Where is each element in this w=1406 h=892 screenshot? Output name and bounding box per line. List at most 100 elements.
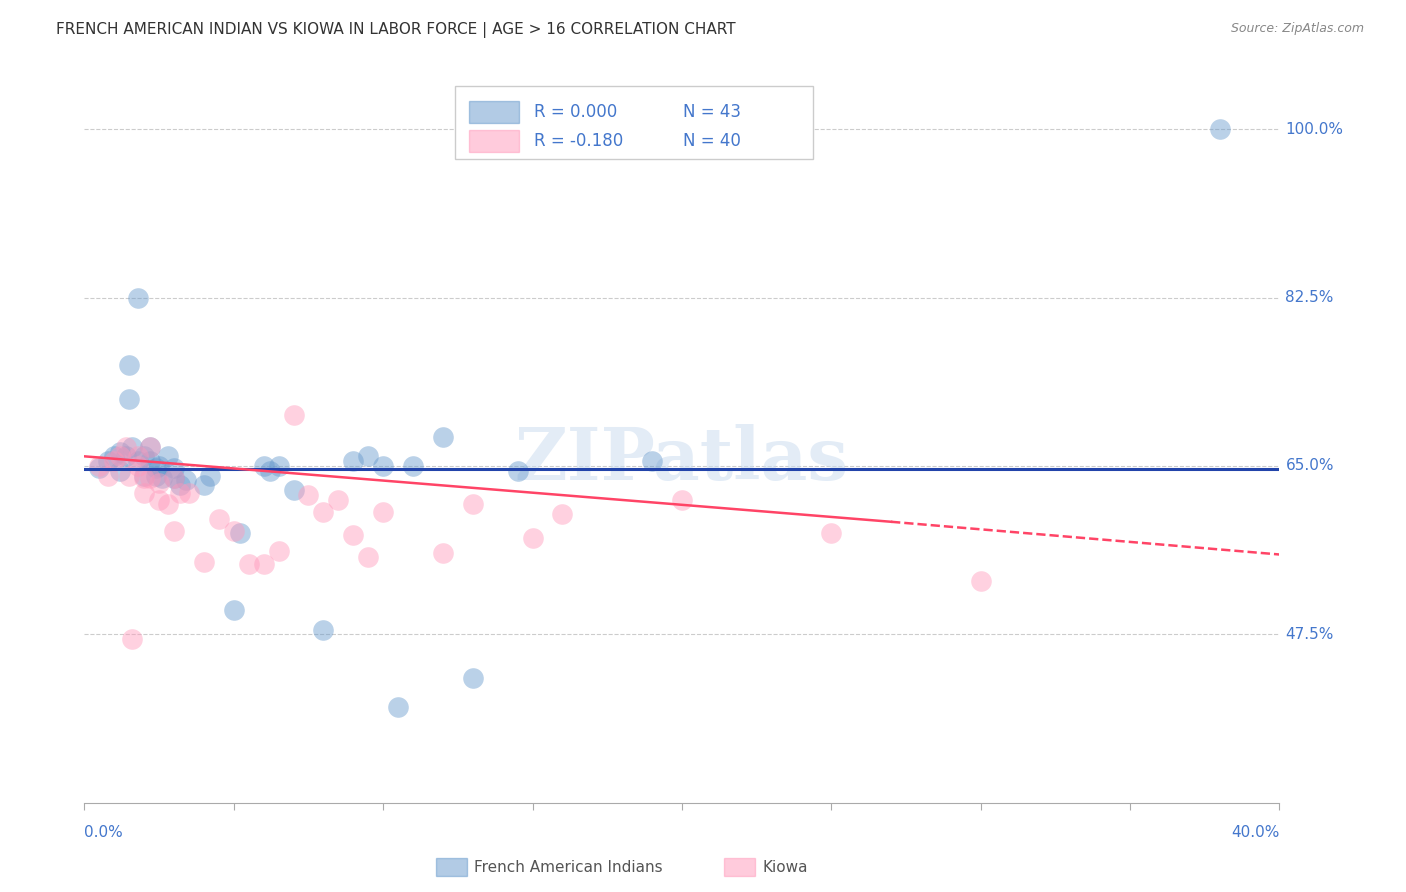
Point bbox=[139, 454, 162, 468]
Point bbox=[163, 524, 186, 539]
Point bbox=[97, 454, 120, 468]
Text: 40.0%: 40.0% bbox=[1232, 825, 1279, 840]
Point bbox=[127, 454, 149, 468]
Point bbox=[371, 505, 394, 519]
Point bbox=[357, 550, 380, 565]
Text: French American Indians: French American Indians bbox=[474, 860, 662, 874]
Point bbox=[177, 486, 200, 500]
Text: 65.0%: 65.0% bbox=[1285, 458, 1334, 474]
Text: 82.5%: 82.5% bbox=[1285, 290, 1334, 305]
Point bbox=[148, 476, 170, 491]
Point bbox=[110, 450, 132, 464]
Text: R = -0.180: R = -0.180 bbox=[534, 132, 623, 150]
Point bbox=[139, 470, 162, 484]
Point bbox=[121, 440, 143, 454]
Point bbox=[157, 498, 180, 512]
Point bbox=[970, 574, 993, 589]
Point bbox=[127, 291, 149, 305]
Point bbox=[328, 492, 350, 507]
Point bbox=[387, 699, 409, 714]
Point bbox=[671, 492, 693, 507]
Point bbox=[150, 470, 173, 484]
Point bbox=[103, 454, 125, 468]
Point bbox=[432, 545, 454, 559]
Point bbox=[110, 444, 132, 458]
Point bbox=[169, 486, 191, 500]
Point bbox=[238, 557, 260, 571]
Point bbox=[461, 671, 484, 685]
Text: 47.5%: 47.5% bbox=[1285, 627, 1334, 642]
Point bbox=[222, 524, 245, 539]
Text: R = 0.000: R = 0.000 bbox=[534, 103, 617, 120]
Text: Kiowa: Kiowa bbox=[762, 860, 807, 874]
Text: ZIPatlas: ZIPatlas bbox=[515, 424, 849, 494]
Point bbox=[145, 468, 167, 483]
Point bbox=[432, 430, 454, 444]
Point bbox=[157, 450, 180, 464]
FancyBboxPatch shape bbox=[456, 86, 813, 159]
Point bbox=[174, 474, 197, 488]
Point bbox=[641, 454, 664, 468]
Point bbox=[522, 531, 544, 545]
Point bbox=[148, 458, 170, 473]
Text: Source: ZipAtlas.com: Source: ZipAtlas.com bbox=[1230, 22, 1364, 36]
Point bbox=[193, 555, 215, 569]
Text: N = 40: N = 40 bbox=[683, 132, 741, 150]
Point bbox=[820, 526, 842, 541]
Point bbox=[139, 440, 162, 454]
Point bbox=[1208, 122, 1232, 136]
Text: 0.0%: 0.0% bbox=[84, 825, 124, 840]
Point bbox=[148, 492, 170, 507]
Point bbox=[127, 458, 149, 473]
Point bbox=[132, 468, 156, 483]
Point bbox=[118, 468, 141, 483]
Point bbox=[132, 486, 156, 500]
Point bbox=[312, 505, 335, 519]
Point bbox=[118, 392, 141, 406]
Point bbox=[283, 483, 305, 497]
Point bbox=[115, 440, 138, 454]
FancyBboxPatch shape bbox=[470, 101, 519, 122]
Point bbox=[267, 458, 290, 473]
Point bbox=[115, 450, 138, 464]
Point bbox=[551, 507, 574, 521]
Point bbox=[139, 440, 162, 454]
Point bbox=[89, 461, 111, 475]
Point bbox=[198, 468, 221, 483]
Point bbox=[267, 543, 290, 558]
Point bbox=[163, 470, 186, 484]
Point bbox=[118, 358, 141, 372]
Point bbox=[506, 464, 529, 478]
Point bbox=[222, 603, 245, 617]
Point bbox=[208, 512, 231, 526]
Text: N = 43: N = 43 bbox=[683, 103, 741, 120]
Point bbox=[103, 450, 125, 464]
Point bbox=[371, 458, 394, 473]
Point bbox=[357, 450, 380, 464]
Text: FRENCH AMERICAN INDIAN VS KIOWA IN LABOR FORCE | AGE > 16 CORRELATION CHART: FRENCH AMERICAN INDIAN VS KIOWA IN LABOR… bbox=[56, 22, 735, 38]
Point bbox=[163, 461, 186, 475]
Point bbox=[110, 464, 132, 478]
Point bbox=[297, 488, 319, 502]
Point bbox=[89, 458, 111, 473]
Point bbox=[97, 468, 120, 483]
Point bbox=[253, 458, 276, 473]
Text: 100.0%: 100.0% bbox=[1285, 121, 1344, 136]
Point bbox=[132, 450, 156, 464]
Point bbox=[283, 408, 305, 422]
Point bbox=[253, 557, 276, 571]
Point bbox=[127, 450, 149, 464]
Point bbox=[132, 470, 156, 484]
Point bbox=[312, 623, 335, 637]
Point bbox=[163, 470, 186, 484]
Point bbox=[342, 528, 364, 542]
Point bbox=[259, 464, 281, 478]
Point bbox=[228, 526, 252, 541]
Point bbox=[342, 454, 364, 468]
Point bbox=[193, 478, 215, 492]
Point bbox=[402, 458, 425, 473]
Point bbox=[461, 498, 484, 512]
Point bbox=[169, 478, 191, 492]
Point bbox=[145, 461, 167, 475]
Point bbox=[121, 632, 143, 647]
